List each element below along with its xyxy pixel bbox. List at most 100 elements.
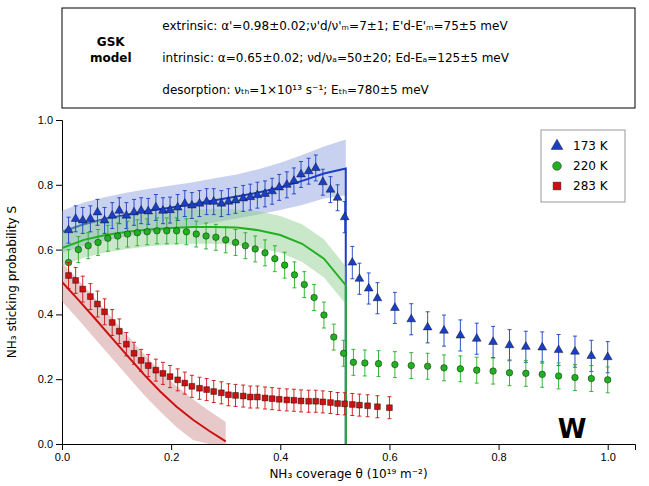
- tick: 0.6: [38, 244, 62, 256]
- data-point: [209, 197, 218, 205]
- legend-symbol: [551, 139, 563, 149]
- data-point: [330, 334, 337, 341]
- data-point: [291, 272, 298, 279]
- data-point: [131, 350, 137, 356]
- data-point: [66, 273, 72, 279]
- data-point: [321, 312, 328, 319]
- data-point: [222, 237, 229, 244]
- error-bar: [263, 387, 267, 409]
- error-bar: [190, 375, 194, 397]
- data-point: [240, 393, 246, 399]
- data-point: [320, 399, 326, 405]
- data-point: [130, 207, 139, 215]
- fit-line: [62, 227, 346, 444]
- data-point: [252, 246, 259, 253]
- data-point: [335, 401, 341, 407]
- tick: 1.0: [38, 114, 62, 126]
- data-point: [137, 206, 146, 214]
- data-point: [197, 385, 203, 391]
- tick-mark: [56, 379, 62, 380]
- legend-symbol: [553, 162, 562, 171]
- data-point: [390, 303, 399, 311]
- data-point: [217, 198, 226, 206]
- data-point: [64, 225, 73, 233]
- tick: 0.2: [164, 444, 179, 463]
- error-bar: [161, 362, 165, 384]
- data-point: [555, 373, 562, 380]
- error-bar: [74, 267, 78, 293]
- data-point: [182, 380, 188, 386]
- annotation-heading: GSKmodel: [90, 35, 132, 65]
- legend-frame: [541, 130, 625, 202]
- x-axis: 0.00.20.40.60.81.0: [55, 444, 636, 463]
- data-point: [242, 242, 249, 249]
- error-bar: [205, 379, 209, 401]
- data-point: [441, 365, 448, 372]
- error-bar: [88, 284, 92, 310]
- legend-label: 283 K: [573, 179, 609, 193]
- data-point: [189, 383, 195, 389]
- data-point: [153, 367, 159, 373]
- data-point: [213, 234, 220, 241]
- tick-mark: [56, 314, 62, 315]
- data-point: [167, 374, 173, 380]
- tick-label: 0.0: [55, 451, 70, 463]
- error-bar: [292, 389, 296, 411]
- tick-label: 1.0: [38, 114, 53, 126]
- data-point: [387, 405, 393, 411]
- band: [62, 263, 226, 444]
- data-point: [554, 345, 563, 353]
- data-point: [262, 250, 269, 257]
- data-point: [95, 301, 101, 307]
- tick: 0.8: [38, 179, 62, 191]
- data-point: [73, 277, 79, 283]
- annotation-frame: [62, 8, 635, 108]
- data-point: [328, 400, 334, 406]
- tick-mark: [56, 444, 62, 445]
- data-point: [151, 202, 160, 210]
- error-bar: [226, 384, 230, 406]
- data-point: [173, 228, 180, 235]
- data-point: [105, 235, 112, 242]
- data-point: [489, 337, 498, 345]
- error-bar: [95, 291, 99, 317]
- annotation-line: intrinsic: α=0.65±0.02; νd/νₐ=50±20; Ed-…: [162, 51, 509, 65]
- data-point: [424, 363, 431, 370]
- data-point: [93, 207, 102, 215]
- data-point: [71, 214, 80, 222]
- data-point: [247, 394, 253, 400]
- tick-label: 0.6: [38, 244, 53, 256]
- data-point: [340, 212, 349, 220]
- data-point: [588, 375, 595, 382]
- error-bar: [328, 392, 332, 414]
- data-point: [275, 182, 284, 190]
- data-point: [313, 398, 319, 404]
- data-point: [246, 192, 255, 200]
- data-point: [587, 351, 596, 359]
- tick-label: 0.6: [382, 451, 397, 463]
- scatter-series: [66, 263, 393, 419]
- data-point: [175, 377, 181, 383]
- data-point: [349, 402, 355, 408]
- data-point: [604, 377, 611, 384]
- fit-line: [62, 282, 226, 441]
- error-bar: [248, 386, 252, 408]
- data-point: [440, 325, 449, 333]
- data-point: [538, 342, 547, 350]
- data-point: [226, 392, 232, 398]
- x-axis-title: NH₃ coverage θ (10¹⁹ m⁻²): [269, 467, 427, 481]
- tick: 0.4: [273, 444, 288, 463]
- error-bar: [375, 396, 379, 418]
- legend-label: 220 K: [573, 159, 609, 173]
- data-point: [333, 193, 342, 201]
- data-point: [123, 341, 129, 347]
- data-point: [350, 359, 357, 366]
- data-point: [134, 229, 141, 236]
- error-bar: [241, 385, 245, 407]
- data-point: [291, 397, 297, 403]
- tick-label: 1.0: [601, 451, 616, 463]
- error-bar: [81, 276, 85, 302]
- error-bar: [321, 391, 325, 413]
- data-point: [211, 389, 217, 395]
- x-axis-line: [63, 445, 636, 451]
